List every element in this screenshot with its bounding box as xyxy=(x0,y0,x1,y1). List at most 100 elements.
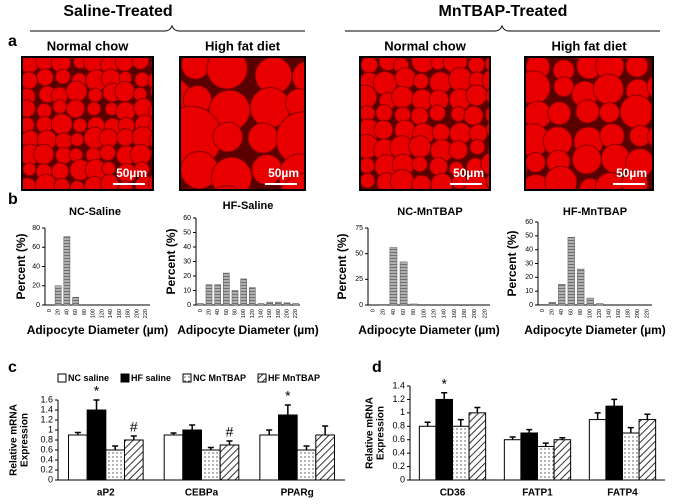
cell xyxy=(99,144,116,162)
y-tick-label: 0 xyxy=(359,302,363,309)
x-axis-label: Adipocyte Diameter (µm) xyxy=(27,323,169,337)
cell xyxy=(50,113,73,135)
cell xyxy=(525,151,546,173)
bar xyxy=(468,412,487,481)
bar xyxy=(409,303,418,306)
y-tick-label: 40 xyxy=(183,244,191,251)
cell xyxy=(360,172,376,189)
bar xyxy=(399,261,408,306)
cell xyxy=(341,92,357,108)
bar xyxy=(259,434,280,481)
cell xyxy=(212,121,244,153)
error-bar xyxy=(441,391,448,400)
cell xyxy=(485,104,490,124)
cell xyxy=(429,104,446,122)
cell xyxy=(408,135,432,159)
bar xyxy=(182,429,203,481)
cell xyxy=(360,157,375,174)
bar xyxy=(163,434,184,481)
x-tick-label: 80 xyxy=(82,309,88,315)
cell xyxy=(65,80,88,103)
cell xyxy=(212,185,240,190)
x-tick-label: CD36 xyxy=(440,488,466,499)
x-tick-label: 20 xyxy=(56,309,62,315)
error-bar xyxy=(627,426,634,433)
y-tick-label: 1.2 xyxy=(392,394,405,404)
bar xyxy=(622,432,640,481)
x-tick-label: 220 xyxy=(482,309,488,318)
cell xyxy=(360,84,378,110)
error-bar xyxy=(457,418,464,427)
cell xyxy=(72,118,88,133)
error-bar xyxy=(112,445,119,450)
cell xyxy=(22,99,36,118)
cell xyxy=(210,156,253,190)
legend-label: NC MnTBAP xyxy=(193,373,246,383)
y-tick-label: 1.4 xyxy=(392,380,405,390)
cell xyxy=(525,132,529,152)
cell xyxy=(375,104,393,122)
bar xyxy=(588,419,607,481)
x-tick-label: 160 xyxy=(452,309,458,318)
cell xyxy=(525,156,529,175)
x-tick-label: 80 xyxy=(578,309,584,315)
y-tick-label: 10 xyxy=(525,288,533,295)
cell xyxy=(114,80,136,102)
y-tick-label: 25 xyxy=(355,276,363,283)
cell xyxy=(148,133,153,149)
bar xyxy=(537,445,555,481)
x-tick-label: 60 xyxy=(401,309,407,315)
cell xyxy=(138,57,146,58)
cell xyxy=(650,104,653,121)
y-tick-label: 0.4 xyxy=(392,448,405,458)
x-tick-label: PPARg xyxy=(281,488,314,499)
y-tick-label: 60 xyxy=(32,244,40,251)
cell xyxy=(147,72,153,91)
cell xyxy=(134,71,150,88)
error-bar xyxy=(424,421,431,427)
y-tick-label: 30 xyxy=(525,260,533,267)
y-tick-label: 0.4 xyxy=(40,454,53,464)
bar xyxy=(586,297,594,306)
cell xyxy=(2,99,19,116)
cell xyxy=(181,57,210,80)
x-tick-label: 40 xyxy=(391,309,397,315)
x-tick-label: 60 xyxy=(569,309,575,315)
header: MnTBAP-Treated xyxy=(439,3,568,20)
y-tick-label: 0.6 xyxy=(392,434,405,444)
y-tick-label: 1.4 xyxy=(40,404,53,414)
cell xyxy=(151,41,165,55)
bar xyxy=(389,247,398,306)
y-tick-label: 0 xyxy=(48,474,53,484)
cell xyxy=(53,177,71,190)
x-tick-label: 0 xyxy=(540,309,546,312)
cell xyxy=(394,67,417,89)
bar xyxy=(596,303,604,306)
annotation: # xyxy=(130,419,138,435)
bar xyxy=(201,449,221,481)
error-bar xyxy=(130,435,137,440)
y-tick-label: 1 xyxy=(400,407,405,417)
cell xyxy=(431,123,451,142)
x-tick-label: 20 xyxy=(381,309,387,315)
y-tick-label: 60 xyxy=(183,215,191,222)
error-bar xyxy=(207,446,214,450)
x-tick-label: 160 xyxy=(616,309,622,318)
bar xyxy=(231,290,239,306)
cell xyxy=(571,144,602,175)
y-tick-label: 20 xyxy=(183,273,191,280)
cell xyxy=(495,56,523,84)
header: Saline-Treated xyxy=(63,3,172,20)
bar xyxy=(105,449,125,481)
y-tick-label: 50 xyxy=(183,229,191,236)
x-tick-label: 100 xyxy=(91,309,97,318)
error-bar xyxy=(93,399,100,410)
brace xyxy=(30,24,305,32)
error-bar xyxy=(303,445,310,450)
error-bar xyxy=(559,436,566,440)
y-tick-label: 0 xyxy=(529,302,533,309)
y-tick-label: 1 xyxy=(48,424,53,434)
x-axis-label: Adipocyte Diameter (µm) xyxy=(177,323,319,337)
cell xyxy=(390,85,414,109)
